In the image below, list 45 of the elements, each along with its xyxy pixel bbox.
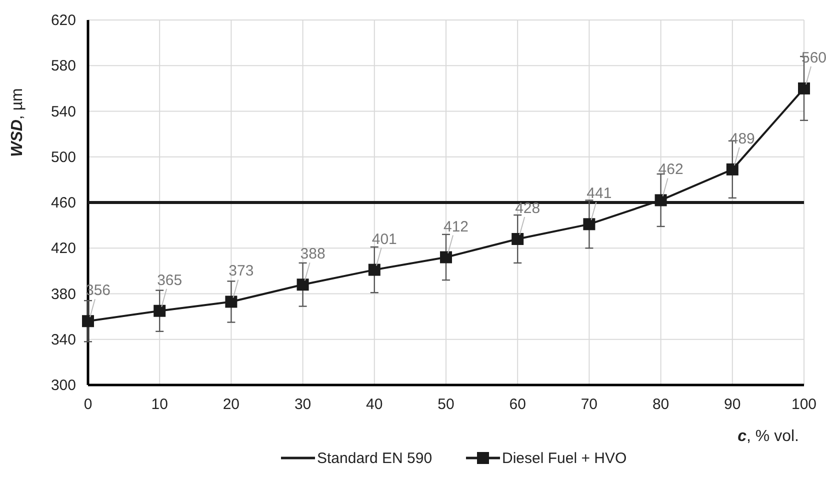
x-tick-label: 50 [438,396,454,413]
y-tick-label: 420 [50,240,76,258]
point [726,163,738,176]
x-tick-label: 40 [366,396,383,413]
y-tick-label: 340 [50,331,76,348]
point [368,264,380,276]
point [583,218,596,230]
y-tick-label: 460 [50,194,76,212]
point [654,194,667,206]
legend-label: Diesel Fuel + HVO [502,450,627,467]
data-label: 365 [157,272,182,289]
point [798,82,810,94]
x-tick-label: 90 [724,396,741,413]
x-tick-label: 10 [151,396,168,413]
data-label: 462 [658,161,684,178]
point [154,304,166,317]
point [296,278,309,291]
y-tick-label: 580 [50,58,76,75]
y-tick-label: 300 [50,377,76,394]
x-tick-label: 30 [294,396,312,413]
y-tick-label: 620 [50,12,76,29]
data-label: 388 [300,246,326,263]
y-tick-label: 380 [50,286,76,303]
y-tick-label: 500 [50,148,76,166]
x-tick-label: 70 [580,396,598,413]
point [512,233,524,245]
x-tick-label: 0 [84,396,92,413]
data-label: 428 [515,200,540,217]
data-label: 412 [443,218,469,236]
x-tick-label: 20 [222,396,240,413]
point [82,315,94,328]
x-axis-title: c, % vol. [738,428,799,445]
point [440,251,452,264]
y-axis-title: WSD, µm [9,88,26,157]
data-label: 489 [730,130,755,148]
data-label: 560 [801,49,826,66]
x-tick-label: 100 [791,396,817,413]
point [225,296,238,308]
legend-label: Standard EN 590 [317,450,432,467]
x-tick-label: 80 [652,396,670,413]
data-label: 373 [228,262,254,280]
data-label: 441 [586,185,612,202]
data-label: 401 [372,230,397,248]
y-tick-label: 540 [50,103,76,120]
x-tick-label: 60 [509,396,526,413]
